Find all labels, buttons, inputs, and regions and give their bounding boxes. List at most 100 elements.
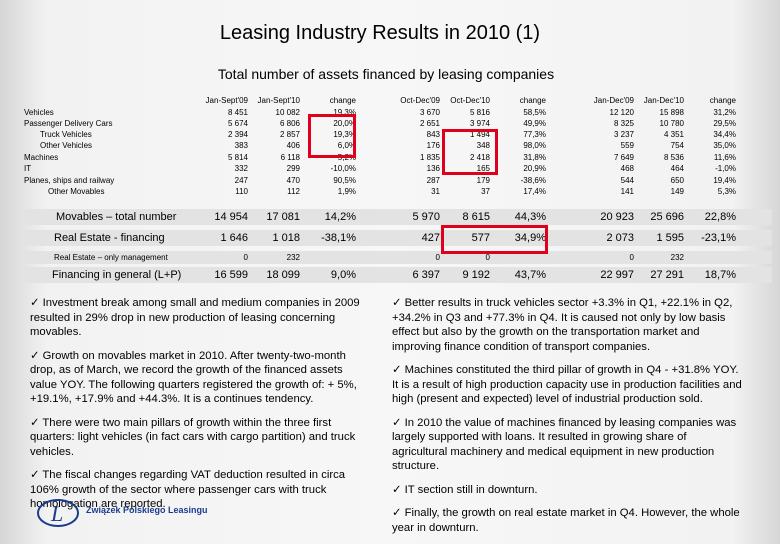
cell: 12 120: [609, 108, 634, 117]
cell: 8 451: [227, 108, 248, 117]
cell: 112: [287, 187, 300, 196]
cell: 10 082: [275, 108, 300, 117]
cell: 1 646: [220, 232, 248, 244]
cell: -1,0%: [715, 164, 736, 173]
row-label: Passenger Delivery Cars: [24, 119, 113, 128]
cell: 77,3%: [523, 130, 546, 139]
table-row: Truck Vehicles 2 394 2 857 19,3% 843 1 4…: [22, 130, 772, 141]
cell: 19,3%: [333, 130, 356, 139]
highlight-box: [441, 225, 548, 254]
cell: 2 418: [469, 153, 490, 162]
cell: 7 649: [613, 153, 634, 162]
cell: 6 806: [279, 119, 300, 128]
cell: 110: [235, 187, 248, 196]
cell: 22,8%: [704, 211, 736, 223]
total-row: Real Estate – only management 0 232 0 0 …: [22, 253, 772, 264]
cell: 49,9%: [523, 119, 546, 128]
cell: 10 780: [659, 119, 684, 128]
cell: 2 394: [227, 130, 248, 139]
cell: 141: [620, 187, 634, 196]
cell: 136: [426, 164, 440, 173]
cell: -38,6%: [520, 176, 546, 185]
cell: 6,0%: [337, 141, 356, 150]
zpl-logo: L Związek Polskiego Leasingu: [36, 497, 226, 529]
cell: -38,1%: [321, 232, 356, 244]
row-band: [22, 267, 772, 283]
cell: 3 237: [613, 130, 634, 139]
row-label: Financing in general (L+P): [52, 269, 182, 281]
cell: 559: [620, 141, 634, 150]
col-header: Jan-Sept'09: [205, 96, 248, 105]
col-header: Oct-Dec'10: [450, 96, 490, 105]
cell: 5 674: [227, 119, 248, 128]
cell: 17 081: [266, 211, 300, 223]
row-label: Real Estate - financing: [54, 232, 165, 244]
cell: 427: [421, 232, 440, 244]
row-band: [22, 209, 772, 225]
col-header: Oct-Dec'09: [400, 96, 440, 105]
col-header: change: [709, 96, 736, 105]
cell: 0: [485, 253, 490, 262]
cell: 31,8%: [523, 153, 546, 162]
cell: 247: [234, 176, 248, 185]
cell: 90,5%: [333, 176, 356, 185]
row-label: IT: [24, 164, 32, 173]
cell: 31: [431, 187, 440, 196]
cell: 299: [286, 164, 300, 173]
cell: 2 651: [419, 119, 440, 128]
cell: 22 997: [600, 269, 634, 281]
cell: 14,2%: [324, 211, 356, 223]
cell: 1 595: [656, 232, 684, 244]
cell: 0: [629, 253, 634, 262]
table-row: Machines 5 814 6 118 5,2% 1 835 2 418 31…: [22, 153, 772, 164]
col-header: Jan-Sept'10: [257, 96, 300, 105]
cell: 11,6%: [713, 153, 736, 162]
cell: 5 816: [469, 108, 490, 117]
cell: 383: [234, 141, 248, 150]
cell: 18 099: [266, 269, 300, 281]
cell: 19,4%: [713, 176, 736, 185]
bullet-point: ✓ Investment break among small and mediu…: [30, 297, 360, 338]
cell: 1 835: [419, 153, 440, 162]
highlight-box: [442, 129, 498, 175]
cell: 19,3%: [333, 108, 356, 117]
bullet-point: ✓ Growth on movables market in 2010. Aft…: [30, 349, 357, 406]
cell: 98,0%: [523, 141, 546, 150]
row-band: [22, 230, 772, 246]
cell: 29,5%: [713, 119, 736, 128]
cell: 25 696: [650, 211, 684, 223]
cell: -10,0%: [330, 164, 356, 173]
bullet-point: ✓ Machines constituted the third pillar …: [392, 364, 742, 405]
cell: 20,0%: [333, 119, 356, 128]
cell: 0: [435, 253, 440, 262]
cell: 3 670: [419, 108, 440, 117]
cell: 179: [476, 176, 490, 185]
cell: 176: [426, 141, 440, 150]
cell: 1 494: [469, 130, 490, 139]
cell: 5 970: [412, 211, 440, 223]
cell: 44,3%: [514, 211, 546, 223]
cell: 1 018: [272, 232, 300, 244]
cell: 6 118: [280, 153, 300, 162]
total-row: Movables – total number 14 954 17 081 14…: [22, 211, 772, 225]
page-title: Leasing Industry Results in 2010 (1): [219, 22, 541, 44]
table-row: Planes, ships and railway 247 470 90,5% …: [22, 176, 772, 187]
bullet-point: ✓ Better results in truck vehicles secto…: [392, 297, 733, 353]
cell: 2 073: [606, 232, 634, 244]
cell: 2 857: [279, 130, 300, 139]
col-header: change: [519, 96, 546, 105]
cell: 37: [481, 187, 490, 196]
cell: 4 351: [663, 130, 684, 139]
table-row: Passenger Delivery Cars 5 674 6 806 20,0…: [22, 119, 772, 130]
total-row: Financing in general (L+P) 16 599 18 099…: [22, 269, 772, 283]
cell: 6 397: [412, 269, 440, 281]
cell: 43,7%: [514, 269, 546, 281]
cell: 754: [670, 141, 684, 150]
logo-icon: L: [37, 499, 79, 527]
cell: 34,4%: [713, 130, 736, 139]
cell: 232: [286, 253, 300, 262]
cell: 8 325: [613, 119, 634, 128]
row-label: Real Estate – only management: [54, 253, 168, 262]
cell: 287: [426, 176, 440, 185]
cell: -23,1%: [701, 232, 736, 244]
